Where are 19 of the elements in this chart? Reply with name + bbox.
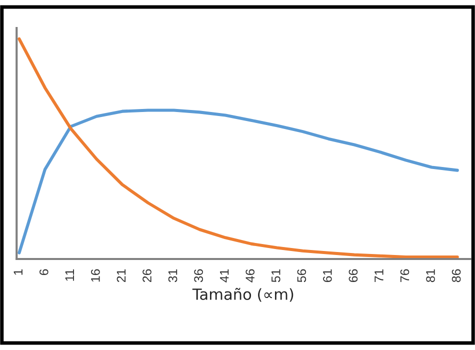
x-tick-label: 36 — [194, 269, 203, 282]
x-tick-label: 26 — [142, 269, 152, 282]
x-axis-title: Tamaño (∝m) — [192, 288, 294, 302]
x-tick-label: 1 — [14, 269, 22, 275]
x-tick-label: 81 — [426, 269, 435, 282]
x-tick-label: 76 — [400, 269, 410, 282]
x-tick-label: 16 — [91, 269, 100, 282]
x-tick-label: 6 — [39, 269, 48, 276]
x-tick-label: 21 — [116, 269, 126, 282]
x-tick-label: 31 — [168, 269, 178, 282]
x-tick-label: 86 — [452, 269, 461, 282]
x-tick-label: 11 — [65, 269, 74, 281]
x-tick-label: 56 — [297, 269, 306, 282]
x-tick-label: 46 — [246, 269, 255, 282]
x-tick-label: 51 — [272, 269, 280, 282]
x-tick-label: 66 — [348, 269, 358, 282]
x-tick-label: 71 — [374, 269, 384, 282]
x-tick-label: 61 — [322, 269, 332, 282]
x-tick-label: 41 — [220, 269, 229, 282]
